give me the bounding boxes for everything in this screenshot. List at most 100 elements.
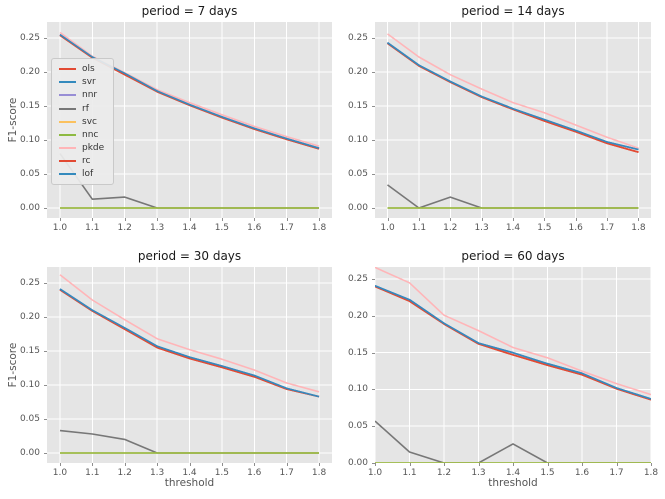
- x-tick-label: 1.0: [380, 223, 395, 233]
- x-tick-label: 1.2: [117, 223, 132, 233]
- x-tick-label: 1.2: [443, 223, 458, 233]
- legend: ols svr nnr rf svc nnc pkde rc lof: [51, 58, 115, 186]
- y-tick-label: 0.00: [347, 203, 368, 213]
- legend-line-swatch-rc: [59, 159, 76, 162]
- x-tick-mark: [92, 218, 94, 221]
- x-tick-mark: [575, 218, 577, 221]
- y-tick-mark: [44, 453, 47, 454]
- subplot-1-title: period = 7 days: [141, 4, 238, 18]
- x-tick-mark: [444, 463, 445, 466]
- x-tick-label: 1.4: [182, 468, 197, 478]
- x-tick-mark: [513, 463, 514, 466]
- x-tick-label: 1.7: [279, 223, 294, 233]
- x-tick-label: 1.6: [247, 468, 262, 478]
- x-tick-label: 1.4: [505, 223, 521, 233]
- subplot-4-plot-area: [375, 267, 651, 463]
- x-tick-mark: [513, 218, 514, 221]
- x-tick-label: 1.8: [311, 468, 327, 478]
- y-tick-mark: [372, 105, 375, 107]
- x-tick-label: 1.5: [214, 223, 230, 233]
- legend-line-swatch-nnc: [59, 133, 76, 136]
- x-tick-mark: [59, 218, 61, 221]
- y-tick-label: 0.20: [19, 66, 40, 77]
- series-pkde-line: [59, 274, 320, 393]
- y-tick-label: 0.15: [19, 100, 40, 111]
- y-tick-mark: [372, 279, 375, 281]
- y-tick-label: 0.15: [19, 345, 40, 356]
- x-tick-mark: [286, 463, 288, 466]
- x-tick-label: 1.8: [311, 223, 327, 233]
- x-tick-label: 1.1: [85, 468, 100, 478]
- x-tick-mark: [254, 218, 256, 221]
- x-tick-mark: [124, 463, 126, 466]
- subplot-4-title: period = 60 days: [461, 249, 565, 263]
- y-tick-mark: [44, 139, 47, 141]
- y-tick-mark: [372, 352, 375, 354]
- legend-item-nnr: nnr: [59, 90, 104, 101]
- x-tick-label: 1.3: [471, 468, 486, 478]
- y-tick-label: 0.00: [19, 203, 40, 213]
- subplot-2-title: period = 14 days: [461, 4, 565, 18]
- x-tick-label: 1.1: [411, 223, 427, 233]
- x-tick-mark: [375, 463, 376, 466]
- x-tick-label: 1.1: [402, 468, 417, 478]
- x-tick-mark: [221, 218, 223, 221]
- legend-line-swatch-svr: [59, 81, 76, 84]
- x-tick-mark: [59, 463, 61, 466]
- legend-line-swatch-pkde: [59, 146, 76, 149]
- series-rc-line: [375, 285, 651, 401]
- x-tick-mark: [189, 463, 191, 466]
- legend-label: svc: [82, 116, 97, 127]
- y-tick-label: 0.20: [19, 311, 40, 322]
- legend-line-swatch-svc: [59, 120, 76, 123]
- x-tick-label: 1.7: [279, 468, 294, 478]
- x-tick-mark: [189, 218, 191, 221]
- x-tick-mark: [481, 218, 483, 221]
- x-tick-mark: [616, 463, 618, 466]
- x-tick-label: 1.2: [436, 468, 452, 478]
- x-tick-mark: [547, 463, 549, 466]
- legend-item-svr: svr: [59, 77, 104, 88]
- plot-svg-3: [47, 267, 332, 463]
- subplot-1-plot-area: ols svr nnr rf svc nnc pkde rc lof: [47, 22, 332, 218]
- legend-item-rf: rf: [59, 103, 104, 114]
- legend-label: pkde: [82, 142, 105, 153]
- x-tick-mark: [157, 218, 159, 221]
- x-tick-label: 1.0: [367, 468, 383, 478]
- y-tick-label: 0.10: [19, 134, 40, 145]
- x-tick-label: 1.0: [52, 223, 68, 233]
- y-tick-label: 0.00: [19, 448, 40, 458]
- x-tick-mark: [409, 463, 411, 466]
- y-tick-mark: [44, 37, 47, 39]
- subplot-3-plot-area: [47, 267, 332, 463]
- y-tick-mark: [372, 389, 375, 391]
- x-tick-mark: [387, 218, 389, 221]
- x-tick-mark: [418, 218, 420, 221]
- y-tick-label: 0.00: [347, 458, 368, 468]
- y-tick-label: 0.20: [347, 310, 368, 321]
- y-tick-mark: [372, 315, 375, 317]
- y-tick-label: 0.25: [19, 32, 40, 43]
- legend-label: rf: [82, 103, 89, 114]
- x-tick-label: 1.5: [537, 223, 552, 233]
- series-rf-line: [375, 420, 651, 463]
- y-tick-mark: [44, 173, 47, 175]
- y-tick-label: 0.10: [347, 134, 368, 145]
- y-tick-label: 0.25: [347, 274, 368, 285]
- x-tick-label: 1.6: [247, 223, 262, 233]
- y-tick-mark: [372, 37, 375, 39]
- y-tick-label: 0.05: [347, 421, 368, 432]
- x-tick-mark: [319, 463, 321, 466]
- x-tick-label: 1.0: [52, 468, 68, 478]
- y-tick-label: 0.15: [347, 100, 368, 111]
- y-tick-label: 0.25: [19, 277, 40, 288]
- x-tick-label: 1.8: [643, 468, 659, 478]
- subplot-4-x-axis-label: threshold: [488, 477, 538, 489]
- series-pkde-line: [387, 33, 639, 149]
- y-tick-label: 0.15: [347, 347, 368, 358]
- y-tick-mark: [372, 71, 375, 73]
- legend-label: lof: [82, 169, 94, 179]
- legend-line-swatch-rf: [59, 107, 76, 110]
- y-tick-label: 0.05: [347, 168, 368, 179]
- x-tick-label: 1.7: [599, 223, 615, 233]
